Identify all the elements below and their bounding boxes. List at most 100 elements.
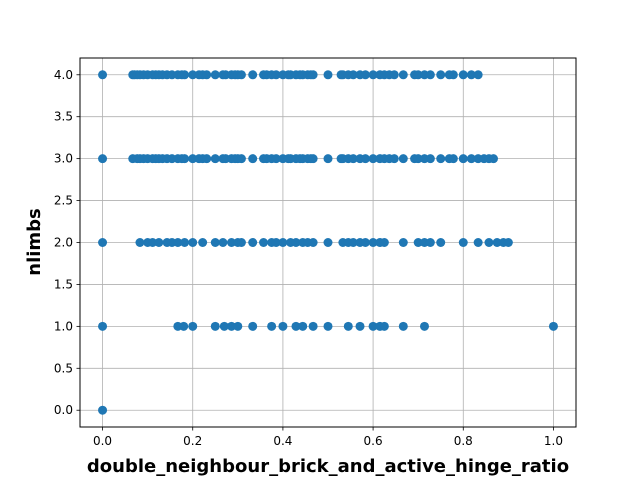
x-axis-label: double_neighbour_brick_and_active_hinge_… [87, 456, 569, 477]
data-point [308, 154, 318, 164]
data-point [98, 405, 108, 415]
data-point [179, 321, 189, 331]
data-point [425, 238, 435, 247]
x-tick-label: 0.2 [183, 434, 202, 448]
data-point [436, 70, 446, 80]
data-point [210, 321, 220, 331]
data-point [448, 154, 458, 164]
data-point [348, 70, 358, 80]
data-point [180, 238, 190, 247]
data-point [180, 154, 190, 164]
data-point [458, 154, 468, 164]
data-point [271, 154, 281, 164]
data-point [436, 238, 446, 247]
data-point [355, 321, 365, 331]
data-point [348, 238, 358, 247]
x-tick-label: 0.0 [93, 434, 112, 448]
x-tick-label: 0.8 [454, 434, 473, 448]
data-point [360, 154, 370, 164]
data-point [398, 321, 408, 331]
data-point [188, 238, 198, 247]
x-axis-ticks: 0.0 0.2 0.4 0.6 0.8 1.0 [93, 427, 563, 448]
data-point [248, 238, 258, 247]
data-point [379, 238, 389, 247]
data-point [343, 321, 353, 331]
data-point [323, 321, 333, 331]
data-point [466, 154, 476, 164]
x-tick-label: 1.0 [544, 434, 563, 448]
data-point [198, 238, 208, 247]
data-point [308, 70, 318, 80]
data-point [98, 70, 108, 80]
data-point [389, 70, 399, 80]
data-point [436, 154, 446, 164]
x-tick-label: 0.4 [273, 434, 292, 448]
data-point [398, 238, 408, 247]
data-point [458, 70, 468, 80]
data-point [308, 321, 318, 331]
data-point [473, 238, 483, 247]
y-tick-label: 3.5 [54, 110, 73, 124]
data-point [413, 154, 423, 164]
data-point [458, 238, 468, 247]
x-tick-label: 0.6 [364, 434, 383, 448]
data-point [291, 321, 301, 331]
data-point [98, 321, 108, 331]
data-point [259, 238, 269, 247]
data-point [323, 238, 333, 247]
data-point [236, 70, 246, 80]
data-point [202, 70, 212, 80]
y-tick-label: 1.5 [54, 277, 73, 291]
data-point [473, 70, 483, 80]
data-point [173, 238, 183, 247]
data-point [148, 238, 158, 247]
data-point [466, 70, 476, 80]
data-point [188, 321, 198, 331]
data-point [398, 154, 408, 164]
y-tick-label: 4.0 [54, 68, 73, 82]
data-point [298, 321, 308, 331]
data-point [248, 154, 258, 164]
data-point [368, 238, 378, 247]
data-point [323, 154, 333, 164]
data-point [278, 238, 288, 247]
data-point [227, 238, 237, 247]
data-point [308, 238, 318, 247]
data-point [98, 154, 108, 164]
y-tick-label: 0.0 [54, 403, 73, 417]
data-point [210, 70, 220, 80]
data-point [188, 70, 198, 80]
data-point [548, 321, 558, 331]
data-point [271, 70, 281, 80]
y-tick-label: 3.0 [54, 152, 73, 166]
data-point [210, 238, 220, 247]
data-point [219, 321, 229, 331]
y-axis-ticks: 0.0 0.5 1.0 1.5 2.0 2.5 3.0 3.5 4.0 [54, 68, 80, 417]
data-point [368, 70, 378, 80]
data-point [248, 321, 258, 331]
data-point [278, 321, 288, 331]
data-point [180, 70, 190, 80]
data-point [425, 154, 435, 164]
data-point [368, 154, 378, 164]
data-point [248, 70, 258, 80]
data-point [492, 238, 502, 247]
data-point [291, 238, 301, 247]
data-point [267, 321, 277, 331]
data-point [398, 70, 408, 80]
data-point [413, 70, 423, 80]
data-point [488, 154, 498, 164]
y-tick-label: 2.5 [54, 194, 73, 208]
data-point [227, 321, 237, 331]
y-tick-label: 2.0 [54, 236, 73, 250]
y-tick-label: 1.0 [54, 319, 73, 333]
y-tick-label: 0.5 [54, 361, 73, 375]
data-point [323, 70, 333, 80]
data-point [98, 238, 108, 247]
data-point [202, 154, 212, 164]
data-point [389, 154, 399, 164]
data-point [425, 70, 435, 80]
data-point [233, 321, 243, 331]
